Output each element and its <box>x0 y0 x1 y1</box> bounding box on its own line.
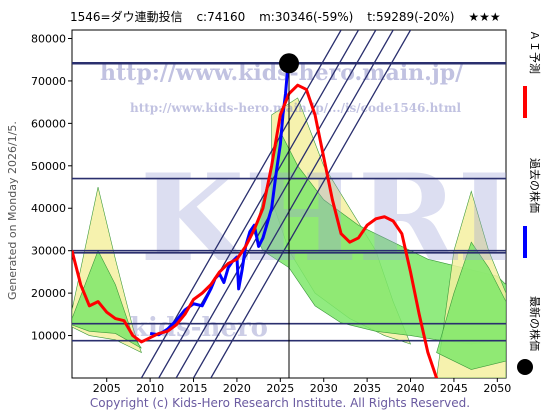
x-tick-label: 2030 <box>310 382 338 395</box>
copyright-footer: Copyright (c) Kids-Hero Research Institu… <box>89 396 471 410</box>
x-tick-label: 2050 <box>483 382 511 395</box>
trend-line <box>192 30 394 378</box>
legend-latest-dot <box>517 359 533 375</box>
x-tick-label: 2010 <box>136 382 164 395</box>
forecast-band-3 <box>253 131 506 345</box>
y-tick-label: 20000 <box>31 287 66 300</box>
latest-price-marker <box>279 53 299 74</box>
y-tick-label: 30000 <box>31 245 66 258</box>
y-axis-ticks: 10000 20000 30000 40000 50000 60000 70000 80000 <box>31 32 72 343</box>
x-tick-label: 2040 <box>397 382 425 395</box>
x-tick-label: 2035 <box>353 382 381 395</box>
watermark-big: KHRI <box>140 148 514 289</box>
x-tick-label: 2045 <box>440 382 468 395</box>
trend-line <box>158 30 360 378</box>
forecast-bands <box>72 97 506 378</box>
legend-ai-label: ＡＩ予測 <box>528 30 542 74</box>
series-layer <box>72 63 439 378</box>
legend-past-label: 過去の株価 <box>528 158 542 213</box>
trend-line <box>175 30 377 378</box>
trend-lines <box>140 30 412 378</box>
y-tick-label: 60000 <box>31 117 66 130</box>
y-tick-label: 70000 <box>31 75 66 88</box>
y-tick-label: 10000 <box>31 330 66 343</box>
y-tick-label: 50000 <box>31 160 66 173</box>
chart-header: 1546=ダウ連動投信 c:74160 m:30346(-59%) t:5928… <box>70 8 511 28</box>
t-value: t:59289(-20%) <box>367 10 455 24</box>
x-axis-ticks: 2005 2010 2015 2020 2025 2030 2035 2040 2045 2050 <box>93 378 511 395</box>
legend-latest-label: 最新の株価 <box>528 296 542 351</box>
y-tick-label: 80000 <box>31 32 66 45</box>
forecast-band-5 <box>436 241 506 370</box>
x-tick-label: 2025 <box>266 382 294 395</box>
trend-line <box>210 30 412 378</box>
code-name: 1546=ダウ連動投信 <box>70 10 183 24</box>
y-tick-label: 40000 <box>31 202 66 215</box>
x-tick-label: 2005 <box>93 382 121 395</box>
trend-line <box>140 30 342 378</box>
x-tick-label: 2020 <box>223 382 251 395</box>
legend: ＡＩ予測 過去の株価 最新の株価 <box>517 30 542 375</box>
rating-stars: ★★★ <box>468 10 501 24</box>
generated-date: Generated on Monday 2026/1/5. <box>6 121 19 300</box>
current-value: c:74160 <box>196 10 246 24</box>
series-line <box>72 83 439 378</box>
m-value: m:30346(-59%) <box>259 10 354 24</box>
x-tick-label: 2015 <box>180 382 208 395</box>
